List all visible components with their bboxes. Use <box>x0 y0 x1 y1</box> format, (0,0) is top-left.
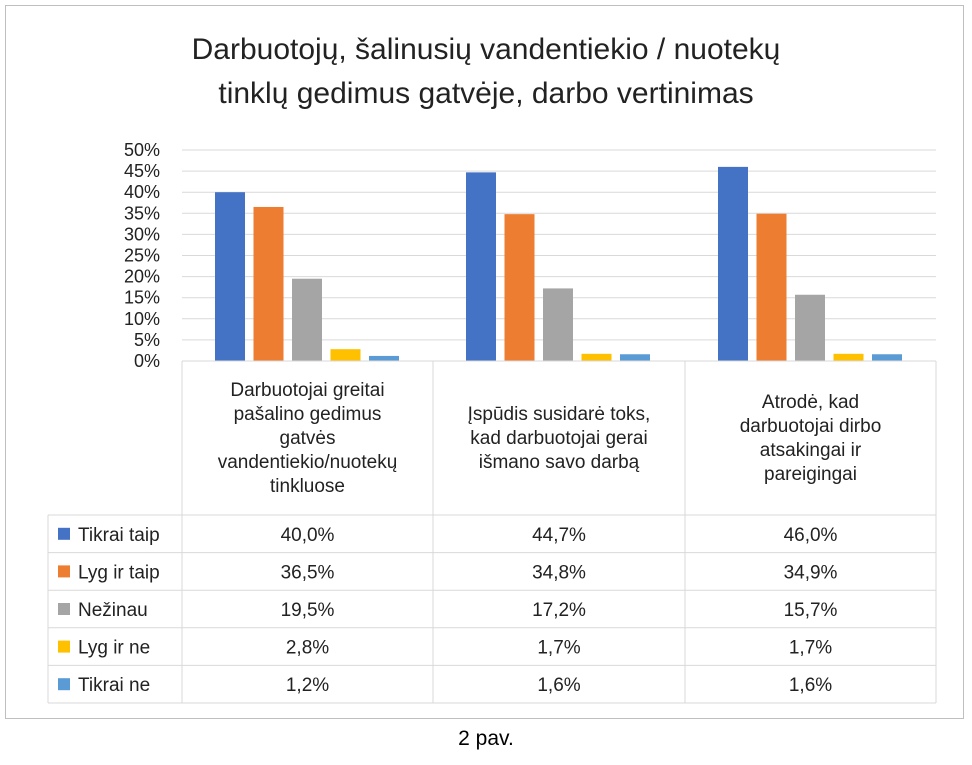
category-label: tinkluose <box>270 476 345 497</box>
data-label: 1,7% <box>789 638 832 659</box>
bar-4-2 <box>581 353 612 361</box>
data-label: 19,5% <box>281 600 335 621</box>
data-label: 1,2% <box>286 675 329 696</box>
data-label: 1,6% <box>789 675 832 696</box>
y-tick-label: 10% <box>124 309 160 329</box>
data-label: 40,0% <box>281 525 335 546</box>
y-tick-label: 35% <box>124 203 160 223</box>
y-tick-label: 45% <box>124 161 160 181</box>
bar-3-3 <box>795 294 825 361</box>
figure-caption: 2 pav. <box>458 727 514 750</box>
bar-3-2 <box>543 288 573 361</box>
legend-swatch <box>58 565 70 578</box>
y-tick-label: 50% <box>124 140 160 160</box>
bar-5-2 <box>620 354 650 361</box>
bar-4-1 <box>330 349 361 361</box>
data-label: 1,7% <box>537 638 580 659</box>
legend-swatch <box>58 678 70 691</box>
bar-2-2 <box>504 214 535 361</box>
category-label: darbuotojai dirbo <box>740 416 882 437</box>
legend-label: Lyg ir taip <box>78 562 160 583</box>
category-label: atsakingai ir <box>760 440 862 461</box>
legend-swatch <box>58 603 70 615</box>
legend-label: Nežinau <box>78 600 148 621</box>
category-label: pareigingai <box>764 464 857 485</box>
y-tick-label: 40% <box>124 182 160 202</box>
legend-label: Lyg ir ne <box>78 638 150 659</box>
y-tick-label: 5% <box>134 330 160 350</box>
category-label: vandentiekio/nuotekų <box>218 452 398 473</box>
y-tick-label: 20% <box>124 267 160 287</box>
data-label: 46,0% <box>784 525 838 546</box>
chart-title-line-1: Darbuotojų, šalinusių vandentiekio / nuo… <box>191 33 781 66</box>
data-label: 34,8% <box>532 562 586 583</box>
bar-5-1 <box>369 355 399 361</box>
category-label: išmano savo darbą <box>479 452 640 473</box>
chart-title-line-2: tinklų gedimus gatvėje, darbo vertinimas <box>218 77 754 110</box>
data-label: 17,2% <box>532 600 586 621</box>
category-label: gatvės <box>280 428 336 449</box>
y-tick-label: 30% <box>124 224 160 244</box>
category-label: pašalino gedimus <box>234 404 382 425</box>
data-label: 15,7% <box>784 600 838 621</box>
bar-1-2 <box>466 172 496 361</box>
legend-swatch <box>58 527 70 540</box>
bar-2-1 <box>253 206 284 361</box>
data-label: 36,5% <box>281 562 335 583</box>
category-label: Darbuotojai greitai <box>230 380 384 401</box>
y-tick-label: 25% <box>124 246 160 266</box>
data-label: 1,6% <box>537 675 580 696</box>
data-label: 34,9% <box>784 562 838 583</box>
legend-label: Tikrai ne <box>78 675 150 696</box>
bar-3-1 <box>292 278 322 361</box>
bar-1-3 <box>718 166 748 361</box>
legend-label: Tikrai taip <box>78 525 160 546</box>
y-tick-label: 0% <box>134 351 160 371</box>
y-tick-label: 15% <box>124 288 160 308</box>
data-label: 2,8% <box>286 638 329 659</box>
bar-1-1 <box>215 192 245 361</box>
category-label: Atrodė, kad <box>762 392 859 413</box>
bar-4-3 <box>833 353 864 361</box>
bar-5-3 <box>872 354 902 361</box>
category-label: Įspūdis susidarė toks, <box>468 404 651 425</box>
bar-2-3 <box>756 213 787 361</box>
category-label: kad darbuotojai gerai <box>470 428 647 449</box>
legend-swatch <box>58 640 70 653</box>
data-label: 44,7% <box>532 525 586 546</box>
chart-title: Darbuotojų, šalinusių vandentiekio / nuo… <box>0 28 972 116</box>
chart-frame <box>5 5 964 719</box>
